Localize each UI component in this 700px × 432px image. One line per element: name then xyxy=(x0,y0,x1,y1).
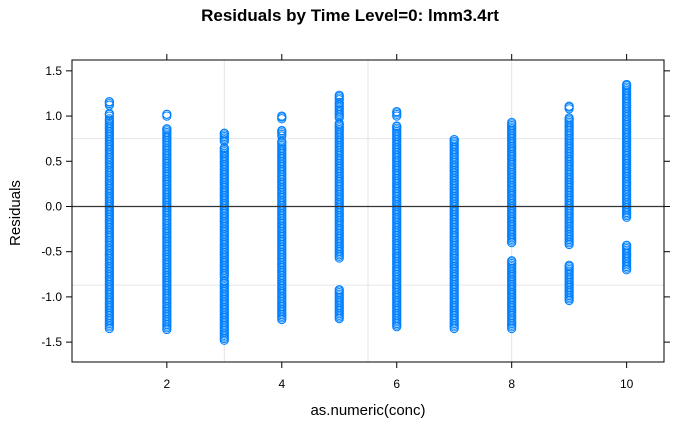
point-column-x9 xyxy=(564,101,574,306)
chart-title: Residuals by Time Level=0: lmm3.4rt xyxy=(201,6,499,25)
x-tick-label: 2 xyxy=(163,377,170,391)
x-tick-label: 6 xyxy=(393,377,400,391)
data-point xyxy=(277,111,287,121)
x-tick-label: 10 xyxy=(620,377,634,391)
point-column-x4 xyxy=(277,111,287,325)
data-point xyxy=(334,97,344,108)
plot-frame xyxy=(71,59,665,363)
axes: 2 4 6 8 10 -1.5 -1.0 -0.5 0.0 0.5 1.0 1.5 xyxy=(41,54,670,391)
data-point xyxy=(104,114,114,124)
data-points xyxy=(104,79,632,345)
data-point xyxy=(622,240,632,250)
data-point xyxy=(334,285,344,295)
y-tick-label: 0.0 xyxy=(45,199,62,213)
y-tick-label: -0.5 xyxy=(41,245,62,259)
point-column-x2 xyxy=(162,109,172,335)
data-point xyxy=(277,125,287,136)
point-column-x5 xyxy=(334,90,344,324)
data-point xyxy=(162,124,172,134)
y-tick-label: 1.5 xyxy=(45,64,62,78)
point-column-x10 xyxy=(622,79,632,275)
data-point xyxy=(162,109,172,119)
point-column-x3 xyxy=(219,128,229,345)
data-point xyxy=(219,128,229,138)
data-point xyxy=(104,96,114,107)
reference-grid xyxy=(72,60,664,362)
y-tick-label: -1.5 xyxy=(41,335,62,349)
point-column-x1 xyxy=(104,96,114,334)
point-column-x8 xyxy=(507,117,517,334)
x-axis-label: as.numeric(conc) xyxy=(310,402,425,419)
y-tick-label: 1.0 xyxy=(45,109,62,123)
data-point xyxy=(507,117,517,127)
y-tick-label: 0.5 xyxy=(45,154,62,168)
data-point xyxy=(564,260,574,270)
data-point xyxy=(622,79,632,90)
y-tick-label: -1.0 xyxy=(41,290,62,304)
x-tick-label: 8 xyxy=(508,377,515,391)
data-point xyxy=(507,256,517,266)
data-point xyxy=(564,113,574,123)
y-axis-label: Residuals xyxy=(7,180,24,246)
x-tick-label: 4 xyxy=(278,377,285,391)
data-point xyxy=(334,90,344,100)
data-point xyxy=(392,106,402,117)
point-column-x6 xyxy=(392,106,402,332)
data-point xyxy=(449,134,459,145)
point-column-x7 xyxy=(449,134,459,334)
data-point xyxy=(564,101,574,111)
data-point xyxy=(392,121,402,131)
